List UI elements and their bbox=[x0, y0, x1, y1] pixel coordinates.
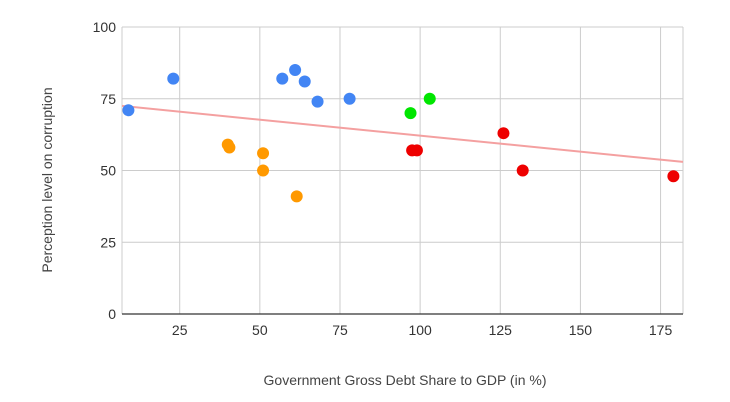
data-point bbox=[290, 190, 303, 203]
y-tick-label: 0 bbox=[108, 306, 116, 322]
x-tick-label: 75 bbox=[332, 322, 348, 338]
data-point bbox=[516, 164, 529, 177]
data-point bbox=[497, 127, 510, 140]
data-point bbox=[298, 75, 311, 88]
x-tick-label: 150 bbox=[569, 322, 593, 338]
trendline-layer bbox=[121, 104, 684, 163]
data-point bbox=[667, 170, 680, 183]
data-point bbox=[423, 92, 436, 105]
x-tick-label: 50 bbox=[252, 322, 268, 338]
data-point bbox=[122, 104, 135, 117]
y-tick-label: 75 bbox=[100, 91, 116, 107]
data-point bbox=[257, 147, 270, 160]
data-point bbox=[343, 92, 356, 105]
x-tick-label: 175 bbox=[649, 322, 673, 338]
data-point bbox=[410, 144, 423, 157]
data-point bbox=[289, 64, 302, 77]
data-point bbox=[167, 72, 180, 85]
y-tick-label: 25 bbox=[100, 234, 116, 250]
y-tick-labels: 0 25 50 75 100 bbox=[93, 19, 117, 322]
y-tick-label: 50 bbox=[100, 163, 116, 179]
x-axis-title: Government Gross Debt Share to GDP (in %… bbox=[264, 372, 547, 388]
x-tick-label: 125 bbox=[489, 322, 513, 338]
data-point bbox=[223, 141, 236, 154]
trendline bbox=[121, 104, 684, 163]
y-tick-label: 100 bbox=[93, 19, 117, 35]
x-tick-label: 25 bbox=[172, 322, 188, 338]
data-point bbox=[257, 164, 270, 177]
data-points bbox=[122, 64, 680, 203]
x-tick-labels: 25 50 75 100 125 150 175 bbox=[172, 322, 673, 338]
data-point bbox=[276, 72, 289, 85]
data-point bbox=[311, 95, 324, 108]
y-axis-title: Perception level on corruption bbox=[39, 87, 55, 272]
grid-lines bbox=[121, 26, 684, 314]
data-point bbox=[404, 107, 417, 120]
x-tick-label: 100 bbox=[408, 322, 432, 338]
